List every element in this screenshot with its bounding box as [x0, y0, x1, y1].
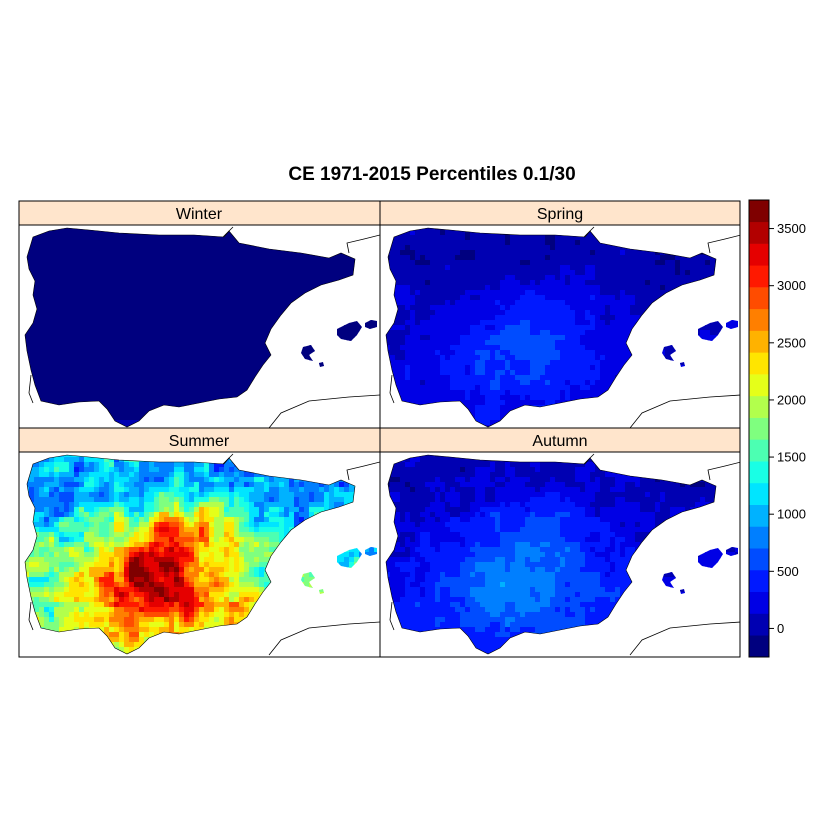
colorbar-swatch	[749, 265, 769, 288]
panel-border-spring	[379, 224, 741, 429]
coastlines	[385, 226, 740, 428]
coastlines	[24, 226, 380, 428]
colorbar-swatch	[749, 330, 769, 353]
strip-label-autumn: Autumn	[532, 433, 587, 450]
colorbar-swatch	[749, 569, 769, 593]
strip-winter	[18, 200, 381, 226]
coastlines	[385, 453, 740, 656]
colorbar-tick-label: 2000	[777, 392, 806, 407]
strip-spring	[379, 200, 741, 226]
colorbar-swatch	[749, 504, 769, 527]
colorbar-swatch	[749, 374, 769, 397]
iberia-landmass	[386, 228, 738, 427]
colorbar-swatch	[749, 395, 769, 418]
colorbar-swatch	[749, 287, 769, 310]
colorbar-swatch	[749, 635, 769, 658]
colorbar-tick-label: 1000	[777, 507, 806, 522]
colorbar-tick-label: 2500	[777, 335, 806, 350]
colorbar-swatch	[749, 352, 769, 375]
colorbar-tick-label: 500	[777, 564, 799, 579]
colorbar-swatch	[749, 221, 769, 244]
chart-title: CE 1971-2015 Percentiles 0.1/30	[288, 164, 575, 185]
colorbar-swatch	[749, 417, 769, 440]
colorbar-tick-label: 3500	[777, 221, 806, 236]
map-panel-autumn	[385, 453, 740, 656]
colorbar-swatch	[749, 591, 769, 614]
colorbar-tick-label: 3000	[777, 278, 806, 293]
coastlines	[24, 453, 380, 656]
map-panel-winter	[24, 226, 380, 428]
colorbar-swatch	[749, 439, 769, 462]
iberia-landmass	[25, 455, 377, 654]
colorbar-swatch	[749, 613, 769, 636]
heat-cells	[25, 455, 377, 654]
panel-border-autumn	[379, 451, 741, 658]
iberia-landmass	[25, 228, 377, 427]
colorbar-swatch	[749, 308, 769, 331]
colorbar-border	[748, 199, 770, 658]
colorbar-swatch	[749, 243, 769, 266]
colorbar-swatch	[749, 482, 769, 505]
heat-cells	[25, 228, 377, 427]
map-panel-summer	[24, 453, 380, 656]
colorbar-tick-label: 0	[777, 621, 784, 636]
strip-label-spring: Spring	[537, 206, 583, 223]
iberia-landmass	[386, 455, 738, 654]
colorbar-tick-label: 1500	[777, 450, 806, 465]
colorbar-legend: 0 500 1000 1500 2000 2500 3000 3500	[748, 199, 806, 658]
colorbar-swatch	[749, 200, 769, 223]
strip-label-winter: Winter	[176, 206, 223, 223]
map-panel-spring	[385, 226, 740, 428]
heat-cells	[386, 228, 738, 427]
colorbar-swatch	[749, 526, 769, 549]
colorbar-swatch	[749, 548, 769, 571]
heat-cells	[386, 455, 738, 654]
colorbar-swatch	[749, 461, 769, 484]
strip-autumn	[379, 427, 741, 453]
strip-label-summer: Summer	[169, 433, 230, 450]
